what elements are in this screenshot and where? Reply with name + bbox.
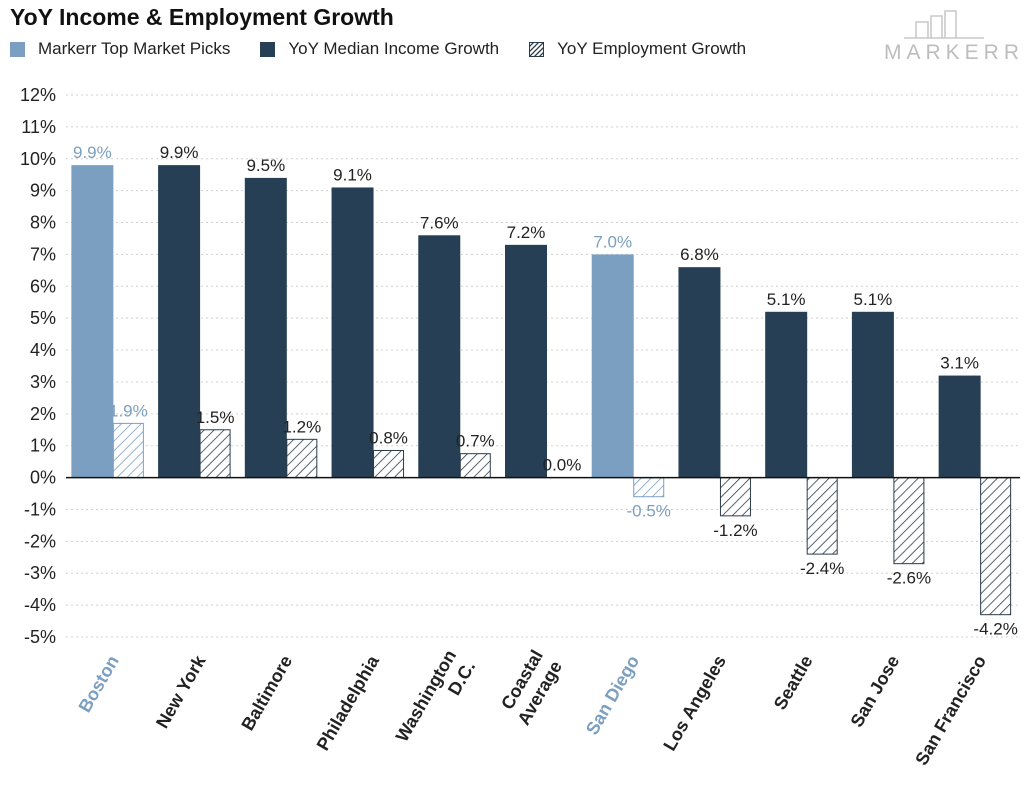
x-category-label: Philadelphia — [313, 651, 384, 754]
y-tick-label: 1% — [30, 436, 56, 456]
legend: Markerr Top Market Picks YoY Median Inco… — [10, 38, 776, 60]
employment-value-label: 1.2% — [282, 417, 321, 436]
x-category-label: WashingtonD.C. — [392, 647, 480, 757]
y-tick-label: 11% — [21, 117, 56, 137]
employment-bar — [633, 477, 665, 498]
x-category-label: Seattle — [770, 652, 817, 713]
y-tick-label: 6% — [30, 276, 56, 296]
income-value-label: 9.5% — [246, 156, 285, 175]
employment-value-label: 0.7% — [456, 432, 495, 451]
y-tick-label: 0% — [30, 468, 56, 488]
x-category-label: San Jose — [847, 652, 904, 730]
x-category-label-line: San Diego — [582, 652, 643, 738]
y-tick-label: -4% — [24, 595, 56, 615]
markerr-logo-mark — [904, 10, 984, 39]
employment-value-label: -0.5% — [627, 502, 671, 521]
employment-value-label: 1.5% — [196, 408, 235, 427]
employment-bar — [980, 477, 1012, 616]
employment-bar — [373, 449, 405, 479]
income-bar — [505, 244, 547, 478]
income-value-label: 9.9% — [73, 143, 112, 162]
legend-swatch-employment — [529, 41, 545, 57]
x-category-label-line: Washington — [392, 647, 460, 746]
income-bar — [851, 311, 894, 478]
income-value-label: 6.8% — [680, 245, 719, 264]
employment-bar — [286, 438, 318, 479]
income-bar — [418, 235, 461, 478]
legend-item-top-picks: Markerr Top Market Picks — [10, 39, 230, 59]
income-bar — [71, 165, 114, 478]
y-tick-label: 12% — [20, 85, 56, 105]
income-value-label: 9.1% — [333, 165, 372, 184]
x-category-label-line: San Francisco — [911, 652, 990, 769]
legend-item-employment: YoY Employment Growth — [529, 39, 746, 59]
x-category-label-line: Philadelphia — [313, 651, 384, 754]
income-bar — [158, 165, 201, 478]
y-tick-label: -3% — [24, 563, 56, 583]
income-value-label: 7.6% — [420, 213, 459, 232]
bars — [71, 165, 1012, 616]
x-category-label-line: Seattle — [770, 652, 817, 713]
legend-item-income: YoY Median Income Growth — [260, 39, 499, 59]
income-value-label: 7.2% — [507, 223, 546, 242]
employment-bar — [893, 477, 925, 565]
employment-value-label: -2.6% — [887, 569, 931, 588]
employment-bar — [199, 429, 231, 479]
y-tick-label: 3% — [30, 372, 56, 392]
data-labels: 9.9% 1.9% 9.9% 1.5% 9.5% 1.2% 9.1% 0.8% 7.6% 0.7%… — [73, 143, 1018, 639]
employment-value-label: -4.2% — [973, 620, 1017, 639]
income-value-label: 5.1% — [854, 290, 893, 309]
y-tick-label: -2% — [24, 531, 56, 551]
y-tick-label: -5% — [24, 627, 56, 647]
x-category-label: Los Angeles — [659, 652, 730, 754]
y-tick-label: 8% — [30, 213, 56, 233]
x-category-label: San Francisco — [911, 652, 990, 769]
x-category-label: San Diego — [582, 652, 643, 738]
x-category-label-line: Boston — [75, 652, 123, 716]
y-tick-label: 2% — [30, 404, 56, 424]
employment-bar — [719, 477, 751, 517]
employment-value-label: -1.2% — [713, 521, 757, 540]
markerr-logo: MARKERR — [884, 8, 1024, 66]
employment-bar — [459, 453, 491, 479]
employment-bar — [112, 422, 144, 479]
x-category-label: New York — [152, 651, 210, 731]
income-bar — [591, 254, 634, 478]
income-value-label: 3.1% — [940, 354, 979, 373]
y-tick-label: 10% — [20, 149, 56, 169]
employment-value-label: 0.0% — [543, 456, 582, 475]
income-value-label: 5.1% — [767, 290, 806, 309]
income-value-label: 7.0% — [593, 232, 632, 251]
chart-title: YoY Income & Employment Growth — [10, 4, 394, 30]
y-tick-label: 5% — [30, 308, 56, 328]
legend-label-employment: YoY Employment Growth — [557, 39, 747, 58]
income-bar — [678, 267, 721, 478]
employment-value-label: 1.9% — [109, 401, 148, 420]
x-category-label-line: New York — [152, 651, 210, 731]
legend-label-top-picks: Markerr Top Market Picks — [38, 39, 231, 58]
legend-swatch-top-picks — [10, 41, 25, 57]
legend-swatch-income — [260, 41, 276, 57]
income-bar — [331, 187, 374, 478]
y-tick-label: 4% — [30, 340, 56, 360]
income-bar — [938, 375, 981, 478]
employment-bar — [806, 477, 838, 555]
x-category-label: Boston — [75, 652, 123, 716]
x-category-label: Baltimore — [237, 652, 296, 734]
y-tick-label: 9% — [30, 181, 56, 201]
y-tick-label: 7% — [30, 244, 56, 264]
income-bar — [244, 177, 287, 478]
markerr-logo-text: MARKERR — [884, 41, 1024, 64]
employment-value-label: 0.8% — [369, 428, 408, 447]
x-category-label-line: Los Angeles — [659, 652, 730, 754]
employment-value-label: -2.4% — [800, 559, 844, 578]
x-category-label-line: Baltimore — [237, 652, 296, 734]
x-category-label-line: San Jose — [847, 652, 904, 730]
legend-label-income: YoY Median Income Growth — [288, 39, 500, 58]
y-tick-label: -1% — [24, 499, 56, 519]
income-value-label: 9.9% — [160, 143, 199, 162]
income-bar — [765, 311, 808, 478]
x-category-label: CoastalAverage — [494, 647, 566, 729]
